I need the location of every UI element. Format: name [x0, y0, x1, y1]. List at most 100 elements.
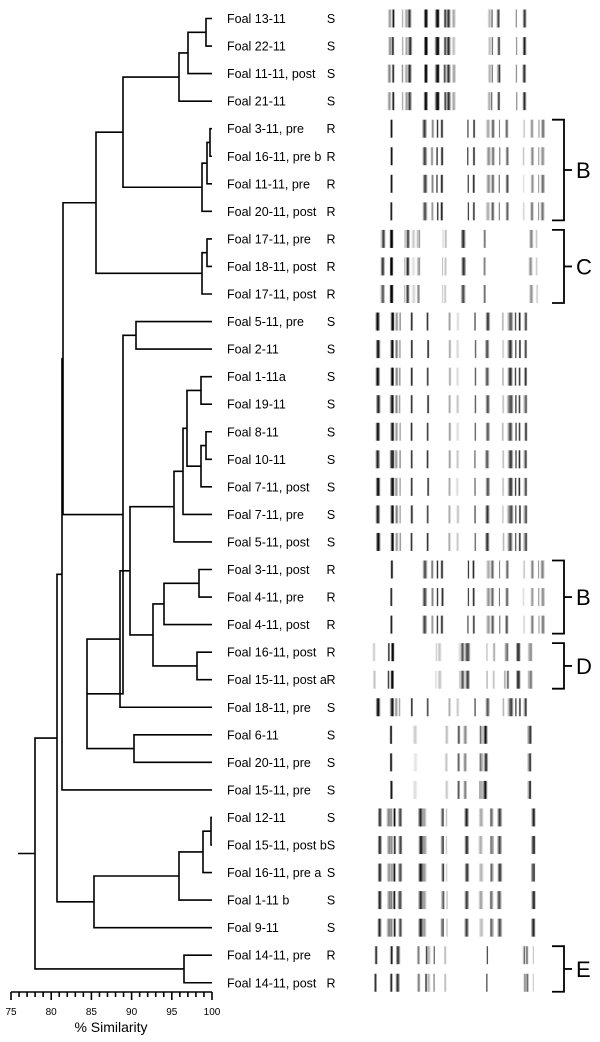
- band: [505, 643, 509, 662]
- band: [425, 946, 428, 965]
- band: [426, 450, 429, 469]
- band: [390, 891, 394, 910]
- band: [390, 119, 394, 138]
- band: [505, 588, 510, 607]
- band: [496, 37, 500, 56]
- band: [490, 891, 494, 910]
- band: [525, 973, 530, 992]
- band: [426, 422, 430, 441]
- band: [460, 643, 465, 662]
- resistance-label: S: [327, 894, 335, 908]
- dendrogram-branch: [205, 430, 212, 461]
- band: [456, 505, 460, 524]
- band: [375, 505, 381, 524]
- band: [443, 257, 448, 276]
- axis-tick-label: 100: [204, 1007, 221, 1018]
- band: [444, 725, 449, 744]
- band: [524, 395, 528, 414]
- band: [467, 560, 470, 579]
- band: [514, 340, 517, 359]
- band: [440, 891, 445, 910]
- band: [444, 780, 449, 799]
- band: [404, 64, 409, 83]
- band: [435, 147, 439, 166]
- band: [490, 202, 495, 221]
- band: [474, 422, 477, 441]
- band: [464, 643, 470, 662]
- band: [540, 588, 546, 607]
- band: [377, 836, 383, 854]
- band: [375, 532, 381, 551]
- band: [467, 615, 469, 634]
- band: [410, 477, 414, 496]
- band: [445, 37, 451, 56]
- band: [377, 918, 382, 937]
- band: [532, 973, 535, 992]
- band: [527, 670, 531, 689]
- band: [478, 891, 484, 910]
- band: [474, 395, 477, 414]
- band: [464, 918, 470, 937]
- band: [522, 64, 527, 83]
- band: [501, 505, 505, 524]
- band-lane: [372, 670, 534, 689]
- band: [472, 615, 476, 634]
- band: [377, 891, 383, 910]
- band: [514, 367, 517, 386]
- band: [490, 588, 495, 607]
- band: [487, 37, 492, 56]
- band: [532, 918, 535, 937]
- band: [416, 229, 419, 248]
- band: [404, 9, 409, 28]
- band: [505, 202, 510, 221]
- resistance-label: S: [327, 370, 335, 384]
- band: [486, 147, 492, 166]
- band: [375, 340, 381, 359]
- band: [537, 174, 540, 193]
- band: [483, 229, 486, 248]
- band: [426, 367, 430, 386]
- band: [417, 257, 421, 276]
- resistance-label: S: [327, 866, 335, 880]
- band: [443, 9, 447, 28]
- strain-label: Foal 15-11, pre: [227, 783, 311, 797]
- band: [405, 285, 410, 303]
- band: [375, 422, 381, 441]
- band: [508, 477, 514, 496]
- band-lane: [387, 92, 527, 111]
- band: [394, 532, 399, 551]
- band: [515, 64, 518, 83]
- band: [401, 37, 404, 56]
- band: [389, 615, 393, 634]
- band: [447, 477, 452, 496]
- band: [416, 973, 421, 992]
- resistance-label: S: [327, 839, 335, 853]
- band: [387, 92, 392, 111]
- band: [416, 257, 419, 276]
- band: [524, 973, 526, 992]
- band: [467, 202, 470, 221]
- band: [514, 477, 517, 496]
- band: [514, 395, 517, 414]
- band: [411, 257, 416, 276]
- band: [422, 615, 428, 634]
- axis-ticks: 75 80 85 90 95 100: [5, 992, 221, 1018]
- band: [441, 285, 444, 303]
- band: [490, 119, 496, 138]
- band: [473, 477, 477, 496]
- band: [401, 92, 404, 111]
- band: [455, 367, 460, 386]
- dendrogram-branch: [129, 505, 174, 636]
- band: [518, 367, 521, 386]
- band: [527, 643, 531, 662]
- dendrogram-branch: [173, 470, 212, 543]
- band: [441, 257, 444, 276]
- dendrogram-branch: [135, 320, 212, 350]
- strain-label: Foal 2-11: [227, 343, 279, 357]
- strain-label: Foal 15-11, post b: [227, 839, 327, 853]
- band: [522, 119, 526, 138]
- band: [455, 532, 460, 551]
- band: [460, 229, 466, 248]
- band: [394, 450, 399, 469]
- dendrogram-branch: [122, 76, 202, 189]
